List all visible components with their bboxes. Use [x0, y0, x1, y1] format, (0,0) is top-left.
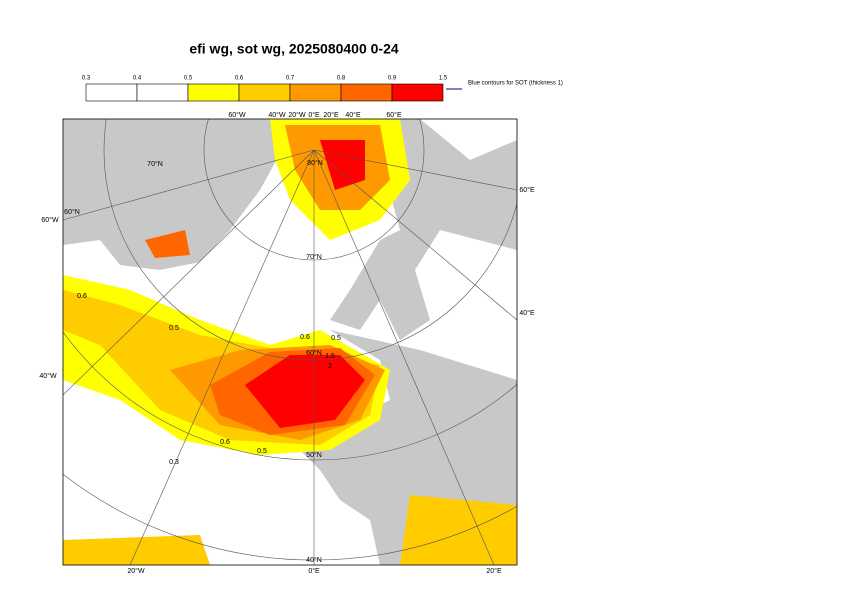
map: [63, 119, 517, 565]
colorbar-tick-label: 0.5: [184, 76, 193, 82]
coordinate-label: 60°N: [64, 208, 80, 216]
colorbar-tick-label: 0.4: [133, 76, 142, 82]
coordinate-label: 40°W: [268, 111, 286, 119]
colorbar-tick-label: 0.7: [286, 76, 295, 82]
contour-label: 0.5: [257, 448, 267, 455]
coordinate-label: 40°W: [39, 372, 57, 380]
colorbar: 0.3 0.4 0.5 0.6 0.7 0.8 0.9 1.5: [82, 76, 448, 102]
colorbar-box: [340, 83, 393, 102]
coordinate-label: 20°E: [486, 567, 502, 575]
map-frame: [62, 118, 518, 566]
coordinate-label: 0°E: [308, 567, 320, 575]
coordinate-label: 20°W: [288, 111, 306, 119]
coordinate-label: 70°N: [147, 160, 163, 168]
colorbar-box: [391, 83, 444, 102]
coordinate-label: 40°N: [306, 556, 322, 564]
colorbar-box: [85, 83, 138, 102]
coordinate-label: 50°N: [306, 451, 322, 459]
coordinate-label: 60°W: [228, 111, 246, 119]
colorbar-box: [136, 83, 189, 102]
coordinate-label: 60°E: [519, 186, 535, 194]
title: efi wg, sot wg, 2025080400 0-24: [189, 41, 399, 57]
coordinate-label: 80°N: [307, 159, 323, 167]
colorbar-box: [289, 83, 342, 102]
map-labels: 60°W40°W20°W 0°E 20°E40°E60°E60°W 40°W 20°W 0…: [39, 111, 535, 575]
colorbar-tick-label: 0.9: [388, 76, 397, 82]
contour-label: 0.5: [169, 325, 179, 332]
legend-note: Blue contours for SOT (thickness 1): [468, 81, 563, 87]
coordinate-label: 60°N: [306, 349, 322, 357]
coordinate-label: 20°E: [323, 111, 339, 119]
contour-label: 0.6: [77, 293, 87, 300]
colorbar-tick-label: 0.8: [337, 76, 346, 82]
coordinate-label: 40°E: [345, 111, 361, 119]
coordinate-label: 20°W: [127, 567, 145, 575]
coordinate-label: 0°E: [308, 111, 320, 119]
coordinate-label: 40°E: [519, 309, 535, 317]
contour-label: 0.6: [300, 334, 310, 341]
coordinate-label: 70°N: [306, 253, 322, 261]
colorbar-box: [238, 83, 291, 102]
contour-label: 0.3: [169, 459, 179, 466]
contour-label: 1.5: [325, 353, 335, 360]
contour-label: 0.6: [220, 439, 230, 446]
coordinate-label: 60°E: [386, 111, 402, 119]
contour-label: 2: [328, 363, 332, 370]
colorbar-box: [187, 83, 240, 102]
colorbar-tick-label: 0.3: [82, 76, 91, 82]
colorbar-tick-label: 0.6: [235, 76, 244, 82]
colorbar-tick-label: 1.5: [439, 76, 448, 82]
coordinate-label: 60°W: [41, 216, 59, 224]
contour-label: 0.5: [331, 335, 341, 342]
